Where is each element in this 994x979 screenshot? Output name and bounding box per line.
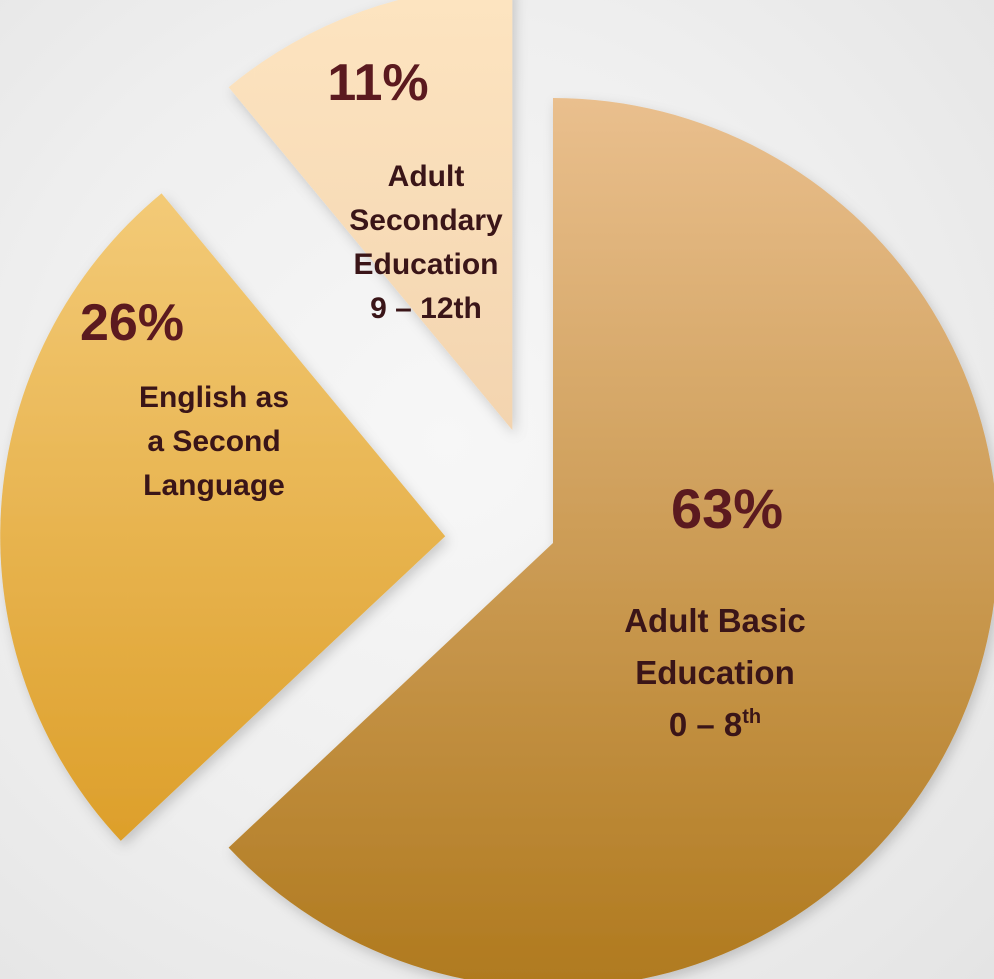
category-label-adult-basic-education: Adult Basic Education 0 – 8th [624,602,806,743]
percent-label-adult-basic-education: 63% [671,477,783,540]
pie-labels: 63% Adult Basic Education 0 – 8th 26% English… [80,54,806,743]
category-label-adult-secondary-education: Adult Secondary Education 9 – 12th [349,160,503,325]
pie-slice-adult-secondary-education [228,0,513,431]
pie-slice-adult-basic-education [228,98,994,979]
pie-slice-english-second-language [0,193,446,841]
category-label-english-second-language: English as a Second Language [139,381,289,502]
percent-label-adult-secondary-education: 11% [327,54,428,112]
percent-label-english-second-language: 26% [80,294,184,352]
